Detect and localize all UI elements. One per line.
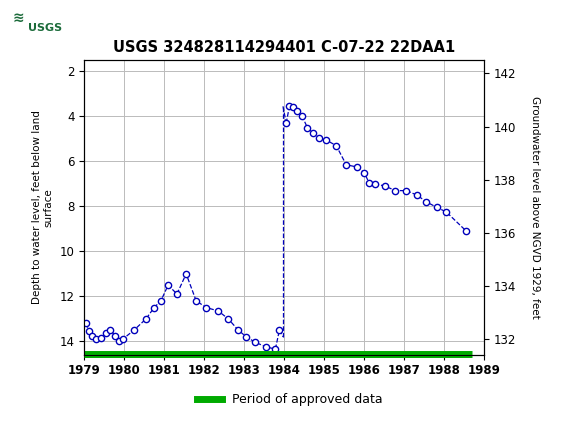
Y-axis label: Groundwater level above NGVD 1929, feet: Groundwater level above NGVD 1929, feet bbox=[531, 96, 541, 319]
Legend: Period of approved data: Period of approved data bbox=[192, 388, 388, 412]
Text: ≋: ≋ bbox=[13, 11, 24, 25]
Title: USGS 324828114294401 C-07-22 22DAA1: USGS 324828114294401 C-07-22 22DAA1 bbox=[113, 40, 455, 55]
Text: USGS: USGS bbox=[90, 14, 145, 31]
Y-axis label: Depth to water level, feet below land
surface: Depth to water level, feet below land su… bbox=[32, 111, 54, 304]
Text: USGS: USGS bbox=[28, 23, 62, 33]
FancyBboxPatch shape bbox=[5, 4, 71, 41]
